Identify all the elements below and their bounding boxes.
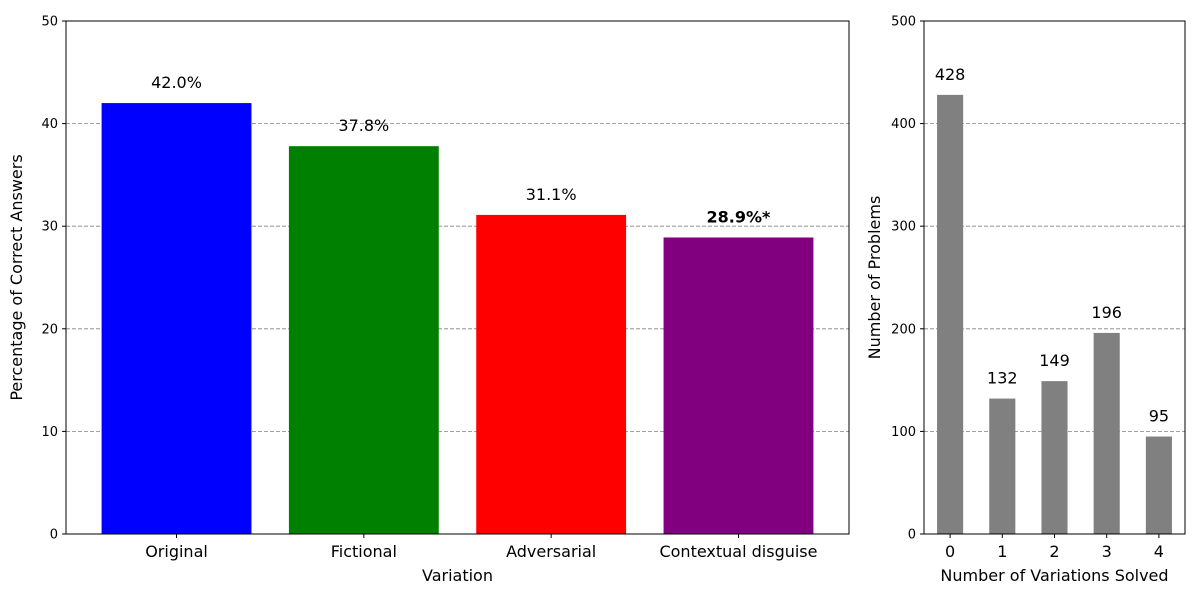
- bar: [101, 103, 252, 534]
- bar: [989, 398, 1016, 534]
- data-label: 95: [1149, 407, 1169, 426]
- x-tick-label: 3: [1102, 542, 1112, 561]
- x-tick-label: Adversarial: [506, 542, 596, 561]
- data-label: 31.1%: [526, 185, 577, 204]
- left-bars: [101, 103, 814, 534]
- data-label: 428: [935, 65, 966, 84]
- y-tick-label: 0: [908, 528, 916, 543]
- left-gridlines: [66, 123, 849, 432]
- y-tick-label: 400: [891, 117, 916, 132]
- bar: [476, 214, 627, 534]
- right-y-axis-title: Number of Problems: [865, 196, 884, 360]
- y-tick-label: 40: [41, 117, 58, 132]
- data-label: 28.9%*: [707, 207, 772, 226]
- x-tick-label: 4: [1154, 542, 1164, 561]
- y-tick-label: 100: [891, 425, 916, 440]
- y-tick-label: 20: [41, 322, 58, 337]
- left-plot-frame: [65, 20, 850, 535]
- left-y-axis-title: Percentage of Correct Answers: [7, 154, 26, 400]
- left-y-ticks: 0 10 20 30 40 50: [41, 15, 66, 543]
- data-label: 149: [1039, 351, 1070, 370]
- data-label: 132: [987, 369, 1018, 388]
- bar: [1145, 436, 1172, 534]
- bar: [937, 94, 964, 534]
- data-label: 42.0%: [151, 73, 202, 92]
- bar: [1041, 381, 1068, 534]
- x-tick-label: 2: [1049, 542, 1059, 561]
- y-tick-label: 300: [891, 220, 916, 235]
- bar: [1093, 332, 1120, 534]
- right-data-labels: 428 132 149 196 95: [935, 65, 1169, 426]
- left-x-axis-title: Variation: [422, 566, 493, 585]
- y-tick-label: 30: [41, 220, 58, 235]
- right-bar-chart: 0 100 200 300 400 500 0 1 2 3 4 428 132 149 196 95 Nu…: [865, 15, 1186, 585]
- x-tick-label: 0: [945, 542, 955, 561]
- x-tick-label: Original: [145, 542, 208, 561]
- y-tick-label: 10: [41, 425, 58, 440]
- right-x-axis-title: Number of Variations Solved: [940, 566, 1168, 585]
- right-x-ticks: 0 1 2 3 4: [945, 534, 1164, 561]
- x-tick-label: Fictional: [331, 542, 397, 561]
- y-tick-label: 0: [50, 528, 58, 543]
- x-tick-label: 1: [997, 542, 1007, 561]
- bar: [288, 146, 439, 534]
- right-gridlines: [924, 123, 1185, 432]
- data-label: 37.8%: [338, 116, 389, 135]
- right-bars: [937, 94, 1172, 534]
- y-tick-label: 500: [891, 15, 916, 30]
- data-label: 196: [1091, 303, 1122, 322]
- left-data-labels: 42.0% 37.8% 31.1% 28.9%*: [151, 73, 771, 226]
- y-tick-label: 200: [891, 322, 916, 337]
- right-y-ticks: 0 100 200 300 400 500: [891, 15, 924, 543]
- left-bar-chart: 0 10 20 30 40 50 Original Fictional Adversarial…: [7, 15, 850, 585]
- left-x-ticks: Original Fictional Adversarial Contextual d…: [145, 534, 817, 561]
- y-tick-label: 50: [41, 15, 58, 30]
- bar: [663, 237, 814, 534]
- x-tick-label: Contextual disguise: [659, 542, 817, 561]
